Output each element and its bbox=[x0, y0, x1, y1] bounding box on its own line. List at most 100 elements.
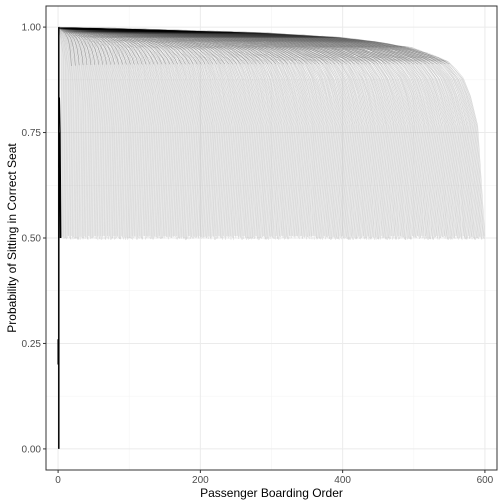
black-series-line bbox=[58, 27, 237, 65]
y-axis-title: Probability of Sitting in Correct Seat bbox=[5, 143, 19, 333]
black-series-line bbox=[58, 27, 72, 67]
black-series-line bbox=[58, 27, 84, 66]
black-series-line bbox=[58, 27, 171, 65]
black-series-line bbox=[58, 27, 163, 65]
x-tick-label: 200 bbox=[192, 475, 209, 486]
black-series-group bbox=[57, 27, 450, 449]
black-series-line bbox=[58, 27, 253, 65]
y-tick-label: 0.50 bbox=[22, 234, 42, 245]
y-axis: 0.00 0.25 0.50 0.75 1.00 bbox=[22, 23, 46, 455]
black-series-line bbox=[58, 27, 218, 65]
black-series-line bbox=[58, 27, 297, 65]
black-series-line bbox=[58, 27, 379, 65]
black-series-line bbox=[58, 27, 151, 65]
black-series-line bbox=[58, 27, 371, 65]
black-series-line bbox=[58, 27, 324, 65]
black-series-line bbox=[58, 27, 289, 65]
black-series-line bbox=[58, 27, 104, 65]
black-series-line bbox=[58, 27, 190, 65]
black-series-line bbox=[58, 27, 186, 65]
black-series-line bbox=[58, 27, 273, 65]
black-series-line bbox=[58, 27, 356, 65]
black-series-line bbox=[58, 27, 316, 65]
x-tick-label: 400 bbox=[334, 475, 351, 486]
black-series-line bbox=[58, 27, 178, 65]
black-series-line bbox=[58, 27, 427, 65]
black-series-line bbox=[58, 27, 285, 65]
black-series-line bbox=[58, 27, 387, 65]
black-series-line bbox=[58, 27, 344, 65]
black-series-line bbox=[58, 27, 442, 65]
y-tick-label: 1.00 bbox=[22, 23, 42, 34]
black-series-line bbox=[58, 27, 399, 65]
black-series-line bbox=[58, 27, 446, 65]
black-series-line bbox=[58, 27, 277, 65]
black-series-line bbox=[58, 27, 300, 65]
black-series-line bbox=[58, 27, 92, 65]
black-series-line bbox=[58, 27, 360, 65]
x-axis: 0 200 400 600 bbox=[55, 470, 494, 486]
black-series-line bbox=[58, 27, 352, 65]
black-series-line bbox=[58, 27, 391, 65]
y-tick-label: 0.00 bbox=[22, 444, 42, 455]
black-series-line bbox=[58, 27, 419, 65]
black-series-line bbox=[58, 27, 131, 65]
black-series-line bbox=[58, 27, 155, 65]
black-series-line bbox=[58, 27, 415, 65]
black-series-line bbox=[58, 27, 174, 65]
black-series-line bbox=[58, 27, 233, 65]
black-series-line bbox=[58, 27, 143, 65]
black-series-line bbox=[58, 27, 96, 65]
black-series-line bbox=[58, 27, 206, 65]
black-series-line bbox=[58, 27, 182, 65]
black-series-line bbox=[58, 27, 438, 65]
black-series-line bbox=[58, 27, 304, 65]
black-series-line bbox=[58, 27, 100, 65]
black-series-line bbox=[58, 27, 245, 65]
black-series-line bbox=[58, 27, 281, 65]
black-series-line bbox=[58, 27, 147, 65]
black-series-line bbox=[58, 27, 80, 66]
black-series-line bbox=[58, 27, 332, 65]
x-tick-label: 0 bbox=[55, 475, 61, 486]
black-series-line bbox=[58, 27, 336, 65]
black-series-line bbox=[58, 97, 62, 239]
black-series-line bbox=[58, 27, 214, 65]
black-series-line bbox=[58, 27, 241, 65]
black-series-line bbox=[58, 27, 395, 65]
black-series-line bbox=[58, 27, 434, 65]
black-series-line bbox=[58, 27, 293, 65]
black-series-line bbox=[58, 27, 375, 65]
black-series-line bbox=[58, 27, 167, 65]
black-series-line bbox=[58, 27, 111, 65]
black-series-line bbox=[58, 27, 202, 65]
black-series-line bbox=[58, 27, 222, 65]
black-series-line bbox=[58, 132, 61, 239]
black-series-line bbox=[58, 27, 269, 65]
black-series-line bbox=[58, 27, 407, 65]
black-series-line bbox=[58, 27, 348, 65]
black-series-line bbox=[58, 27, 423, 65]
black-series-line bbox=[58, 27, 76, 66]
black-series-line bbox=[58, 27, 115, 65]
black-series-line bbox=[58, 27, 340, 65]
black-series-line bbox=[58, 27, 257, 65]
black-series-line bbox=[58, 27, 430, 65]
black-series-line bbox=[58, 27, 450, 65]
black-series-line bbox=[58, 27, 312, 65]
gray-series-line bbox=[58, 27, 486, 237]
black-series-line bbox=[58, 27, 411, 65]
black-series-line bbox=[58, 27, 328, 65]
black-series-line bbox=[58, 27, 230, 65]
gray-series-group bbox=[58, 26, 486, 241]
black-series-line bbox=[58, 27, 367, 65]
black-series-line bbox=[58, 27, 123, 65]
black-series-line bbox=[58, 27, 127, 65]
black-series-line bbox=[58, 27, 159, 65]
black-series-line bbox=[58, 27, 226, 65]
y-tick-label: 0.25 bbox=[22, 339, 42, 350]
black-series-line bbox=[58, 27, 135, 65]
black-series-line bbox=[58, 27, 363, 65]
black-series-line bbox=[58, 27, 107, 65]
